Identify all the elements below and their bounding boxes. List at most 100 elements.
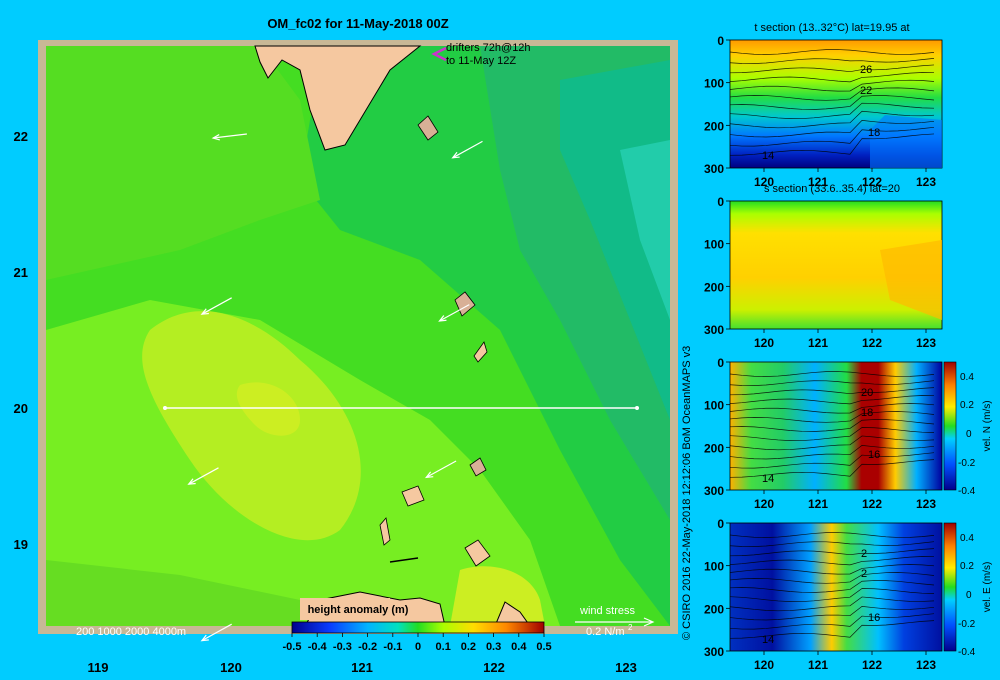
- contour-label: 18: [868, 127, 880, 139]
- vel-n-colorbar-label: vel. N (m/s): [982, 400, 993, 451]
- contour-label: 2: [861, 548, 867, 560]
- cbar-tick-label: -0.4: [958, 647, 976, 658]
- wind-vector: [426, 460, 457, 478]
- wind-vector: [201, 623, 232, 642]
- isotherm-contour: [729, 95, 935, 110]
- vel-n-section: 20 18 16 14 0.4 0.2 0 -0.2 -0.4 vel. N (…: [729, 361, 993, 497]
- section-title: s section (33.6..35.4) lat=20: [764, 183, 900, 195]
- salinity-section: s section (33.6..35.4) lat=20: [729, 183, 943, 330]
- contour-label: 20: [861, 387, 873, 399]
- cbar-tick-label: 0: [966, 590, 972, 601]
- isotherm-contour: [729, 58, 935, 64]
- section-x-tick-label: 120: [754, 658, 774, 672]
- isotherm-contour: [729, 133, 935, 156]
- colorbar-tick-label: 0.1: [436, 641, 451, 653]
- wind-stress-vectors: [187, 133, 483, 642]
- section-x-tick-label: 121: [808, 658, 828, 672]
- section-y-tick-label: 200: [704, 602, 724, 616]
- cbar-tick-label: 0.2: [960, 561, 974, 572]
- colorbar-ticks: -0.5 -0.4 -0.3 -0.2 -0.1 0 0.1 0.2 0.3 0.4 0.5: [283, 633, 552, 653]
- wind-scale-arrowhead: [643, 617, 655, 627]
- cbar-tick-label: 0: [966, 429, 972, 440]
- section-x-tick-label: 120: [754, 336, 774, 350]
- cbar-tick-label: -0.2: [958, 619, 976, 630]
- cbar-tick-label: 0.2: [960, 400, 974, 411]
- wind-vector-head: [200, 308, 209, 315]
- height-anomaly-colorbar: height anomaly (m) -0.5 -0.4 -0.3 -0.2 -0.1 0…: [283, 598, 552, 653]
- section-x-tick-label: 121: [808, 336, 828, 350]
- isotherm-contour: [729, 119, 935, 138]
- section-endpoint: [163, 406, 167, 410]
- island: [417, 115, 439, 141]
- section-y-tick-label: 0: [717, 356, 724, 370]
- colorbar-tick-label: -0.5: [283, 641, 302, 653]
- drifter-track: [431, 46, 447, 62]
- section-x-tick-label: 122: [862, 336, 882, 350]
- contour-label: 18: [861, 407, 873, 419]
- isotherm-contour: [729, 387, 935, 396]
- colorbar-tick-label: 0.2: [461, 641, 476, 653]
- isotherm-contour: [729, 452, 935, 469]
- isotherm-contour: [729, 596, 935, 612]
- isotherm-contour: [729, 605, 935, 621]
- wind-vector-head: [451, 151, 460, 159]
- wind-vector: [452, 140, 483, 159]
- contour-label: 22: [860, 85, 872, 97]
- wind-vector: [201, 297, 232, 315]
- contour-label: 16: [868, 612, 880, 624]
- cbar-tick-label: -0.2: [958, 458, 976, 469]
- section-y-tick-label: 100: [704, 77, 724, 91]
- section-x-tick-label: 122: [862, 658, 882, 672]
- section-y-tick-label: 100: [704, 399, 724, 413]
- wind-vector: [439, 304, 470, 322]
- vel-e-section: 2 2 16 14 0.4 0.2 0 -0.2 -0.4 vel. E (m/…: [729, 522, 993, 658]
- section-x-tick-label: 122: [862, 175, 882, 189]
- wind-vector-head: [200, 634, 209, 642]
- section-y-tick-label: 100: [704, 560, 724, 574]
- y-tick-label: 20: [14, 401, 28, 416]
- temperature-section: t section (13..32°C) lat=19.95 at 26 22 …: [729, 22, 943, 169]
- colorbar-tick-label: -0.1: [383, 641, 402, 653]
- wind-vector-head: [187, 478, 196, 485]
- vel-e-colorbar: [943, 522, 957, 652]
- taiwan-landmass: [254, 45, 422, 151]
- drifters-label-1: drifters 72h@12h: [446, 42, 531, 54]
- section-y-tick-label: 300: [704, 162, 724, 176]
- section-y-tick-label: 300: [704, 645, 724, 659]
- isotherm-contour: [729, 548, 935, 557]
- wind-scale-exponent: 2: [628, 623, 633, 632]
- wind-vector: [213, 133, 247, 139]
- isotherm-contour: [729, 564, 935, 575]
- colorbar-bar: [291, 621, 545, 634]
- depth-legend: 200 1000 2000 4000m: [76, 626, 186, 638]
- contour-label: 16: [868, 449, 880, 461]
- isotherm-contour: [729, 541, 935, 547]
- isotherm-contour: [729, 556, 935, 566]
- section-y-tick-label: 300: [704, 323, 724, 337]
- isotherm-contour: [729, 572, 935, 584]
- vel-e-colorbar-ticks: 0.4 0.2 0 -0.2 -0.4: [958, 533, 976, 658]
- isotherm-contour: [729, 72, 935, 83]
- colorbar-title: height anomaly (m): [308, 604, 409, 616]
- colorbar-tick-label: 0.3: [486, 641, 501, 653]
- isotherm-contour: [729, 102, 935, 119]
- contour-label: 14: [762, 150, 774, 162]
- section-y-tick-label: 0: [717, 195, 724, 209]
- section-x-tick-label: 121: [808, 497, 828, 511]
- section-x-tick-label: 123: [916, 497, 936, 511]
- isotherm-contour: [729, 411, 935, 423]
- section-x-tick-label: 120: [754, 175, 774, 189]
- drifters-label-2: to 11-May 12Z: [446, 55, 516, 67]
- vel-e-colorbar-label: vel. E (m/s): [982, 562, 993, 613]
- cbar-tick-label: 0.4: [960, 533, 974, 544]
- section-y-tick-label: 300: [704, 484, 724, 498]
- island: [473, 341, 488, 363]
- isotherm-contour: [729, 64, 935, 74]
- isotherm-contour: [729, 444, 935, 460]
- colorbar-tick-label: -0.3: [333, 641, 352, 653]
- isotherm-contour: [729, 419, 935, 432]
- section-y-tick-label: 0: [717, 34, 724, 48]
- vel-n-colorbar: [943, 361, 957, 491]
- isotherm-contour: [729, 427, 935, 441]
